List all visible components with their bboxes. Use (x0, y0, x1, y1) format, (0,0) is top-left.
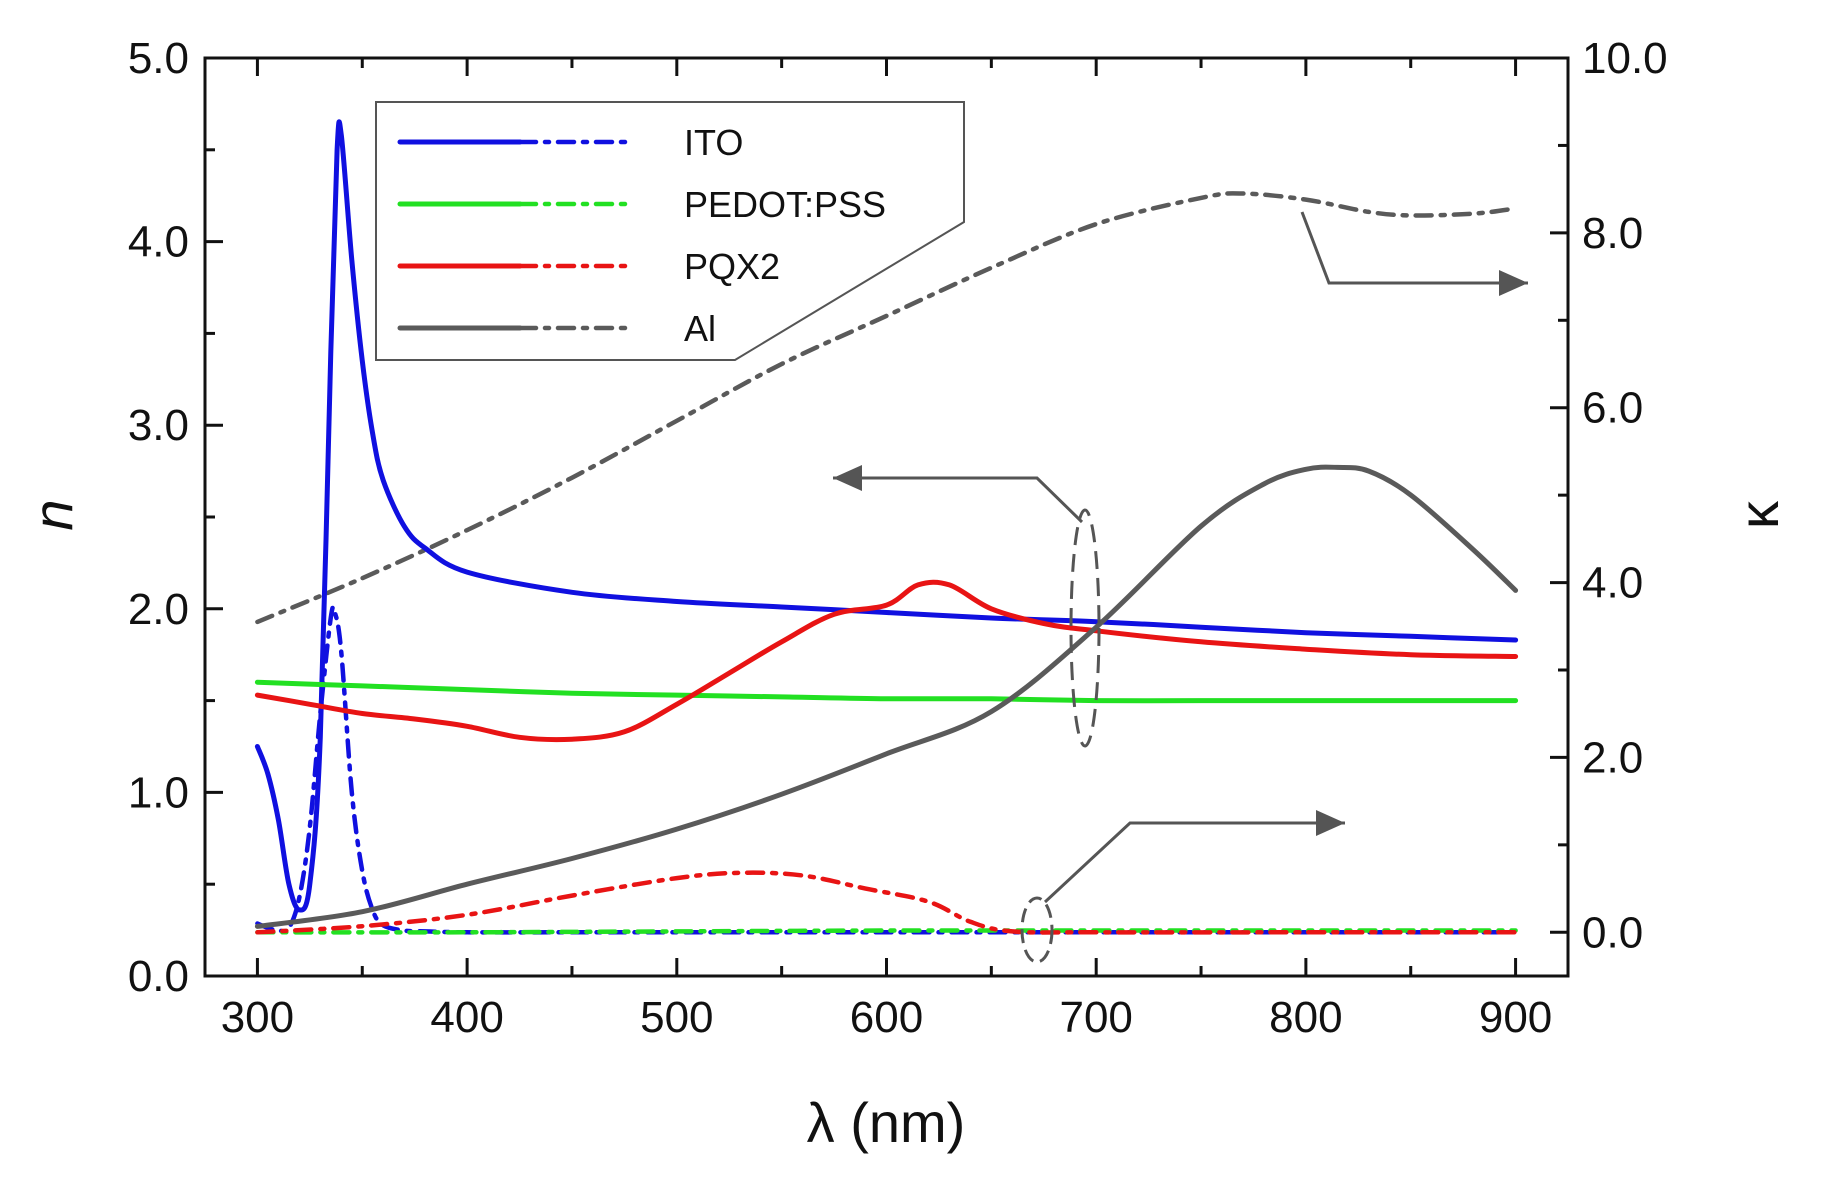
series-pqx2 (255, 870, 1518, 935)
legend-label: ITO (684, 122, 743, 163)
y-left-tick-label: 5.0 (128, 34, 189, 83)
y-right-tick-label: 4.0 (1582, 559, 1643, 608)
legend-label: PQX2 (684, 246, 780, 287)
annotation-arrowhead-k (1316, 810, 1345, 836)
y-right-tick-label: 10.0 (1582, 34, 1668, 83)
x-tick-label: 800 (1269, 993, 1342, 1042)
annotation-right-axis-lower (1020, 810, 1345, 964)
annotation-arrowhead-n (833, 465, 862, 491)
y-axis-title-left: n (21, 499, 84, 530)
annotation-ellipse-n (1069, 508, 1101, 748)
y-right-tick-label: 0.0 (1582, 908, 1643, 957)
legend-box (375, 101, 965, 361)
x-tick-label: 500 (640, 993, 713, 1042)
x-tick-label: 400 (430, 993, 503, 1042)
x-tick-label: 900 (1479, 993, 1552, 1042)
annotation-arrow-k (1043, 821, 1345, 904)
annotation-left-axis (833, 465, 1101, 748)
series-lines (254, 119, 1519, 935)
x-tick-label: 300 (221, 993, 294, 1042)
tick-labels: 300 400 500 600 700 800 900 0.0 1.0 2.0 3.0 4.0 5.0 0… (128, 34, 1668, 1042)
series-al (255, 191, 1518, 625)
legend: ITO PEDOT:PSS PQX2 Al (397, 122, 886, 349)
annotation-arrow-n (833, 476, 1084, 524)
y-right-tick-label: 2.0 (1582, 733, 1643, 782)
y-left-tick-label: 0.0 (128, 952, 189, 1001)
annotation-right-axis-upper (1300, 211, 1528, 296)
series-al-n (254, 464, 1519, 929)
annotation-ellipse-k (1020, 896, 1054, 964)
y-left-tick-label: 1.0 (128, 768, 189, 817)
x-axis-title: λ (nm) (807, 1091, 966, 1154)
y-left-tick-label: 4.0 (128, 218, 189, 267)
series-pedot-pss-n (254, 679, 1519, 704)
annotation-arrow-al (1300, 211, 1528, 285)
legend-label: PEDOT:PSS (684, 184, 886, 225)
x-tick-label: 600 (850, 993, 923, 1042)
y-axis-title-right: κ (1727, 500, 1790, 529)
legend-label: Al (684, 308, 716, 349)
x-tick-label: 700 (1059, 993, 1132, 1042)
y-left-tick-label: 3.0 (128, 401, 189, 450)
annotation-arrowhead-al (1499, 270, 1528, 296)
y-right-tick-label: 8.0 (1582, 209, 1643, 258)
series-pqx2-n (254, 579, 1519, 743)
tick-marks (205, 56, 1568, 978)
y-right-tick-label: 6.0 (1582, 384, 1643, 433)
series-ito (255, 604, 1518, 935)
series-ito-n (254, 119, 1519, 913)
y-left-tick-label: 2.0 (128, 585, 189, 634)
